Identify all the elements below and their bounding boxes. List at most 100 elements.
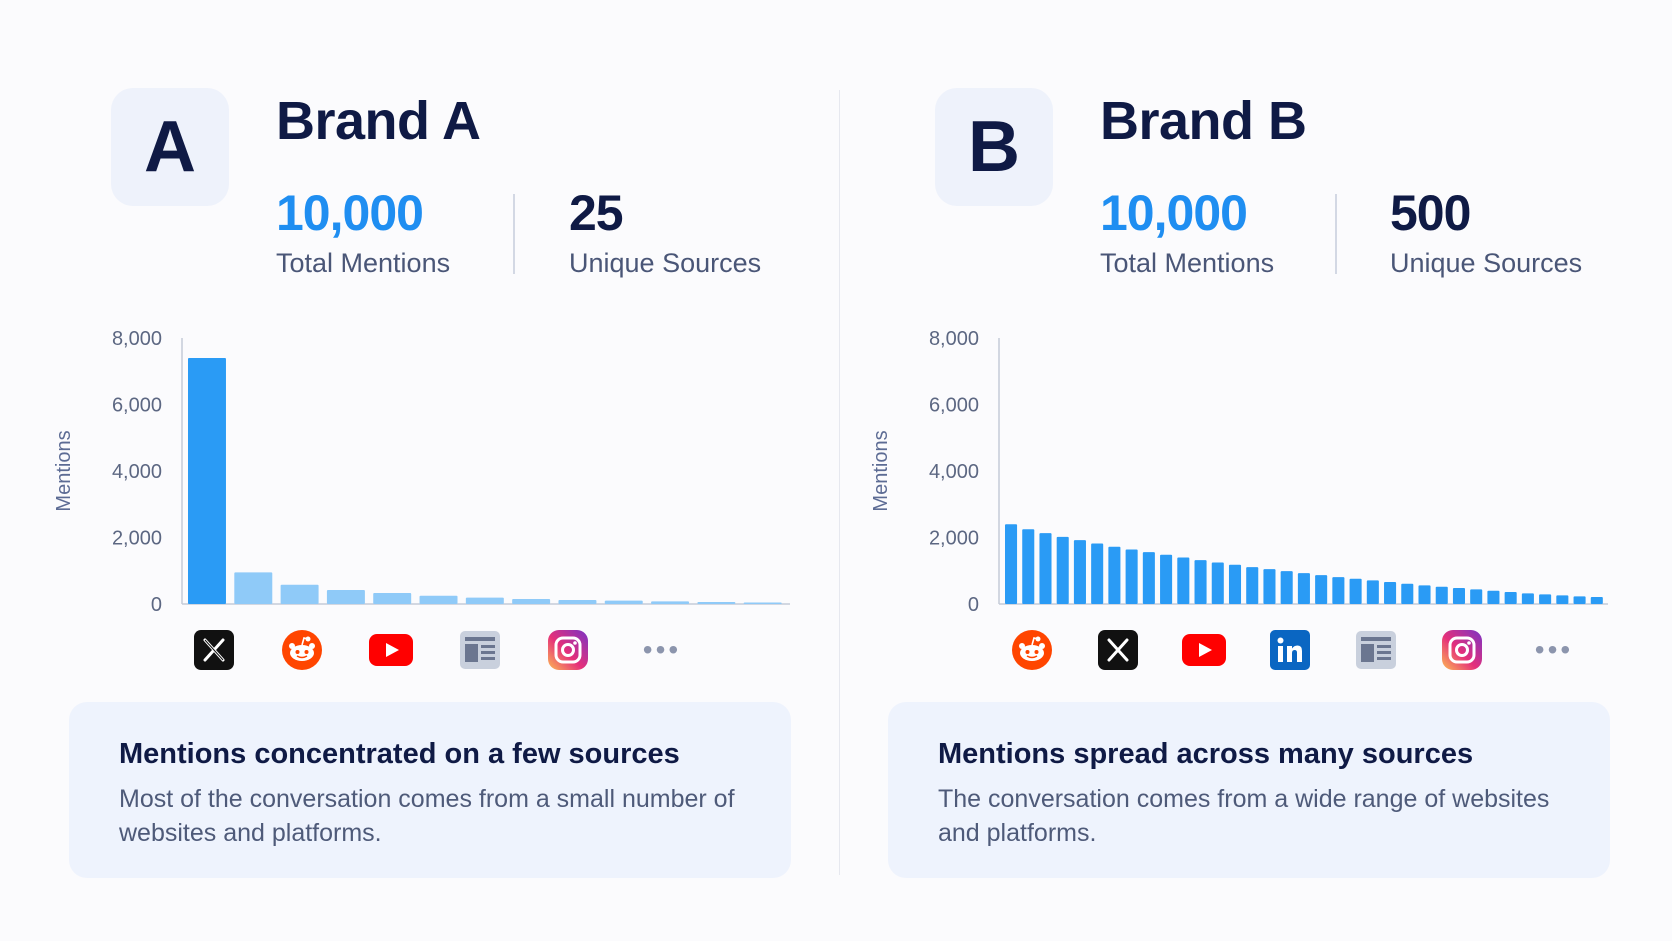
chart-bar (1073, 540, 1086, 604)
more-icon: ••• (1524, 628, 1584, 672)
chart-bar (743, 602, 782, 604)
chart-bar (512, 599, 551, 604)
instagram-icon (546, 628, 590, 672)
y-tick-label: 4,000 (929, 461, 979, 483)
chart-bar (1039, 533, 1052, 604)
chart-bar (465, 597, 504, 604)
brand-b-mentions-chart: Mentions 0 2,000 4,000 6,000 8,000 (870, 328, 1608, 616)
chart-bar (1280, 571, 1293, 604)
chart-bar (1211, 562, 1224, 604)
brand-b-summary-card: Mentions spread across many sources The … (888, 702, 1610, 878)
chart-bar (1194, 560, 1207, 604)
brand-a-total-mentions-value: 10,000 (276, 185, 424, 241)
chart-bar (1091, 543, 1104, 604)
chart-bar (1470, 589, 1483, 604)
stat-separator (513, 194, 515, 274)
chart-bar (1056, 536, 1069, 604)
youtube-icon (1182, 628, 1226, 672)
panel-divider (839, 90, 840, 875)
stat-separator (1335, 194, 1337, 274)
news-site-icon (1354, 628, 1398, 672)
chart-bar (1384, 582, 1397, 604)
chart-bar (1418, 585, 1431, 604)
chart-bar (1590, 597, 1603, 604)
brand-b-summary-title: Mentions spread across many sources (938, 738, 1474, 770)
y-tick-label: 2,000 (112, 528, 162, 550)
chart-bar (373, 593, 412, 604)
y-tick-label: 6,000 (929, 395, 979, 417)
chart-bar (326, 590, 365, 604)
brand-a-mentions-chart: Mentions 0 2,000 4,000 6,000 8,000 (53, 328, 790, 616)
brand-b-unique-sources-label: Unique Sources (1390, 248, 1583, 278)
chart-bar (1366, 580, 1379, 604)
brand-b-total-mentions-value: 10,000 (1100, 185, 1248, 241)
brand-a-panel: A Brand A 10,000 Total Mentions 25 Uniqu… (53, 88, 791, 878)
chart-bar (1108, 546, 1121, 604)
chart-bar (1452, 588, 1466, 604)
y-tick-label: 8,000 (929, 328, 979, 350)
brand-a-letter: A (144, 107, 196, 187)
chart-bar (1435, 586, 1448, 604)
brand-a-title: Brand A (276, 91, 481, 151)
y-tick-label: 4,000 (112, 461, 162, 483)
chart-bar (1297, 573, 1310, 604)
x-logo-icon (1096, 628, 1140, 672)
y-tick-label: 0 (968, 594, 979, 616)
brand-a-total-mentions-label: Total Mentions (276, 248, 451, 278)
reddit-icon (280, 628, 324, 672)
chart-bar (1228, 564, 1242, 604)
more-sources-label: ••• (1534, 634, 1574, 665)
youtube-icon (369, 628, 413, 672)
chart-bar (188, 357, 226, 604)
chart-bar (651, 601, 690, 604)
chart-bar (1177, 557, 1190, 604)
brand-a-unique-sources-value: 25 (569, 185, 624, 241)
chart-bar (1332, 577, 1345, 604)
reddit-icon (1010, 628, 1054, 672)
y-tick-label: 6,000 (112, 395, 162, 417)
chart-bar (1246, 567, 1259, 604)
chart-bar (234, 572, 273, 604)
brand-b-summary-description: The conversation comes from a wide range… (938, 785, 1550, 847)
chart-bar (1556, 595, 1569, 604)
chart-bar (280, 584, 319, 604)
brand-b-unique-sources-value: 500 (1390, 185, 1471, 241)
chart-bar (419, 595, 458, 604)
chart-bar (1504, 592, 1517, 604)
brand-a-summary-title: Mentions concentrated on a few sources (119, 738, 680, 770)
more-icon: ••• (632, 628, 692, 672)
chart-bar (1142, 552, 1155, 604)
y-axis-title: Mentions (53, 430, 75, 511)
y-tick-label: 8,000 (112, 328, 162, 350)
more-sources-label: ••• (642, 634, 682, 665)
chart-bar (1487, 590, 1500, 604)
chart-bar (1573, 596, 1586, 604)
brand-a-unique-sources-label: Unique Sources (569, 248, 762, 278)
brand-b-badge: B (935, 88, 1053, 206)
chart-bar (558, 600, 597, 604)
linkedin-icon (1268, 628, 1312, 672)
x-logo-icon (192, 628, 236, 672)
instagram-icon (1440, 628, 1484, 672)
chart-bar (1125, 549, 1138, 604)
chart-bar (697, 602, 736, 604)
brand-b-title: Brand B (1100, 91, 1307, 151)
news-site-icon (458, 628, 502, 672)
y-tick-label: 2,000 (929, 528, 979, 550)
y-tick-label: 0 (151, 594, 162, 616)
chart-bar (1539, 594, 1552, 604)
brand-b-panel: B Brand B 10,000 Total Mentions 500 Uniq… (836, 0, 1672, 941)
chart-bar (1022, 529, 1035, 604)
chart-bar (1521, 593, 1534, 604)
chart-bar (1349, 578, 1362, 604)
brand-a-summary-card: Mentions concentrated on a few sources M… (69, 702, 791, 878)
chart-bar (604, 600, 643, 604)
brand-b-total-mentions-label: Total Mentions (1100, 248, 1275, 278)
chart-bar (1401, 583, 1414, 604)
chart-bar (1315, 575, 1328, 604)
chart-bar (1263, 569, 1276, 604)
chart-bar (1005, 524, 1018, 604)
brand-a-badge: A (111, 88, 229, 206)
chart-bar (1160, 554, 1173, 604)
brand-b-letter: B (968, 107, 1020, 187)
